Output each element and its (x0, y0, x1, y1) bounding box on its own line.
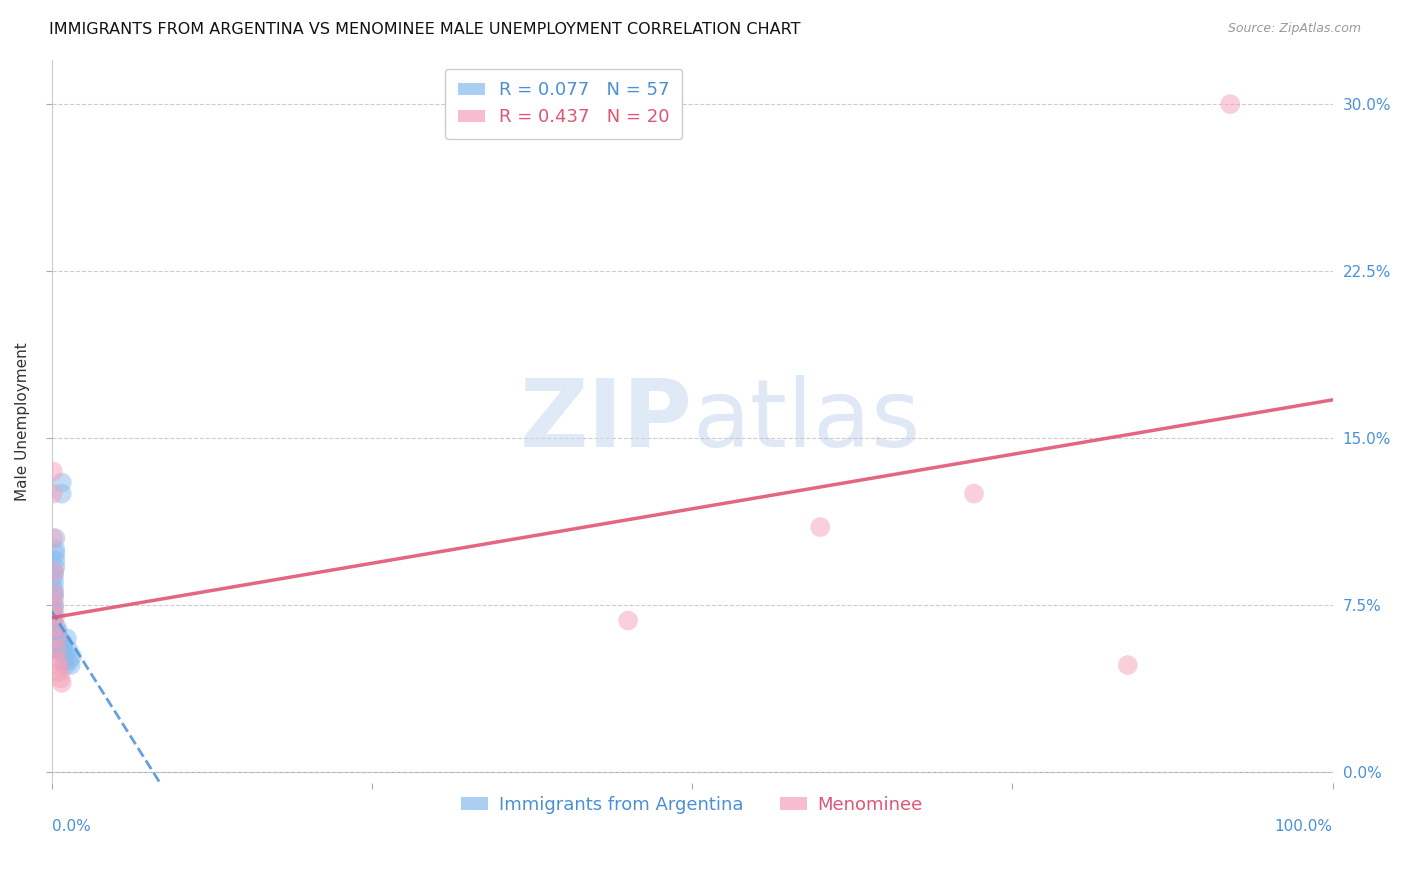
Point (46, 654, 69, 668)
Point (42, 614, 65, 628)
Point (53, 654, 76, 668)
Point (42, 602, 65, 616)
Point (42, 627, 65, 641)
Point (42, 464, 65, 478)
Point (42, 632, 65, 646)
Point (42, 620, 65, 634)
Point (44, 553, 66, 567)
Point (1116, 658, 1139, 673)
Point (45, 620, 67, 634)
Point (42, 624, 65, 639)
Point (51, 676, 73, 690)
Point (45, 642, 67, 657)
Point (44, 620, 66, 634)
Point (42, 575, 65, 590)
Text: 0.0%: 0.0% (52, 819, 90, 834)
Text: IMMIGRANTS FROM ARGENTINA VS MENOMINEE MALE UNEMPLOYMENT CORRELATION CHART: IMMIGRANTS FROM ARGENTINA VS MENOMINEE M… (49, 22, 800, 37)
Point (46, 632, 69, 646)
Point (44, 609, 66, 624)
Point (59, 658, 82, 673)
Point (42, 642, 65, 657)
Point (42, 569, 65, 583)
Point (46, 636, 69, 650)
Point (1219, 97, 1241, 112)
Point (46, 624, 69, 639)
Point (51, 475, 73, 490)
Point (42, 587, 65, 601)
Point (42, 591, 65, 606)
Text: atlas: atlas (692, 376, 921, 467)
Text: Source: ZipAtlas.com: Source: ZipAtlas.com (1227, 22, 1361, 36)
Point (60, 649, 83, 664)
Point (42, 598, 65, 612)
Legend: Immigrants from Argentina, Menominee: Immigrants from Argentina, Menominee (454, 789, 931, 821)
Point (617, 614, 640, 628)
Point (51, 486, 73, 500)
Point (52, 642, 75, 657)
Point (44, 547, 66, 561)
Text: ZIP: ZIP (519, 376, 692, 467)
Point (49, 636, 72, 650)
Point (42, 582, 65, 597)
Point (41, 632, 63, 646)
Point (48, 638, 70, 652)
Point (42, 627, 65, 641)
Point (42, 609, 65, 624)
Point (48, 632, 70, 646)
Point (42, 636, 65, 650)
Point (42, 629, 65, 643)
Point (42, 531, 65, 545)
Point (56, 642, 79, 657)
Point (42, 565, 65, 579)
Point (45, 632, 67, 646)
Point (963, 486, 986, 500)
Point (49, 642, 72, 657)
Point (42, 587, 65, 601)
Point (42, 638, 65, 652)
Point (808, 520, 831, 534)
Point (42, 565, 65, 579)
Point (55, 658, 77, 673)
Point (45, 632, 67, 646)
Point (44, 560, 66, 574)
Point (42, 614, 65, 628)
Point (42, 642, 65, 657)
Point (53, 647, 76, 661)
Point (42, 620, 65, 634)
Text: 100.0%: 100.0% (1275, 819, 1333, 834)
Point (42, 624, 65, 639)
Point (48, 665, 70, 679)
Point (42, 609, 65, 624)
Point (49, 672, 72, 686)
Point (42, 598, 65, 612)
Point (42, 632, 65, 646)
Point (42, 636, 65, 650)
Point (42, 486, 65, 500)
Y-axis label: Male Unemployment: Male Unemployment (15, 342, 30, 500)
Point (52, 636, 75, 650)
Point (42, 615, 65, 630)
Point (42, 633, 65, 648)
Point (58, 654, 80, 668)
Point (44, 531, 66, 545)
Point (42, 605, 65, 619)
Point (56, 632, 79, 646)
Point (45, 627, 67, 641)
Point (44, 542, 66, 557)
Point (46, 658, 69, 673)
